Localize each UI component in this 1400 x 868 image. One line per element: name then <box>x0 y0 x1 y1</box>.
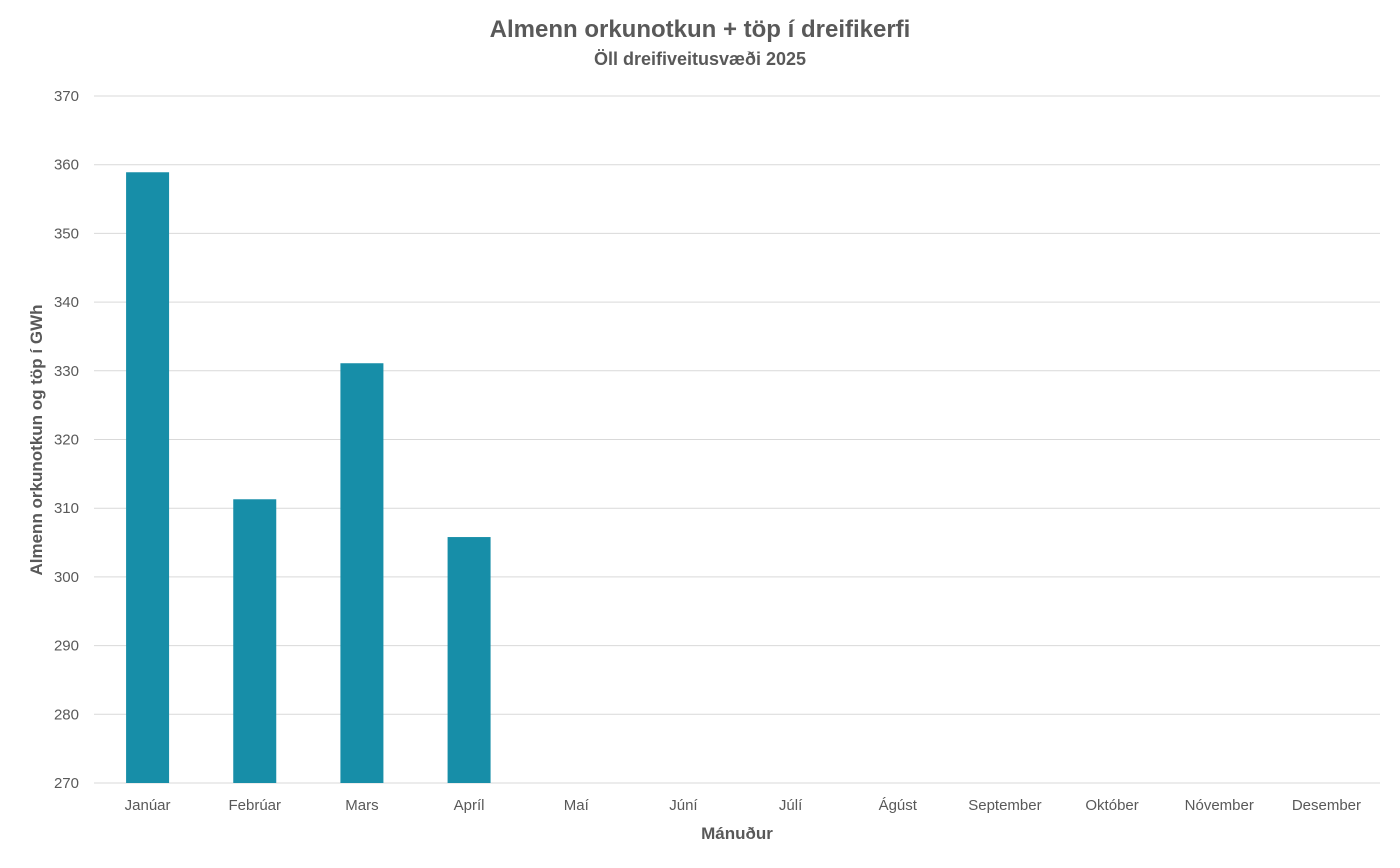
bar-1 <box>233 499 277 783</box>
bars <box>126 172 491 783</box>
y-tick-label: 370 <box>54 88 79 105</box>
y-tick-label: 350 <box>54 225 79 242</box>
x-tick-label: Desember <box>1292 797 1361 814</box>
y-axis-ticks: 270 280 290 300 310 320 330 340 350 360 370 <box>54 88 79 792</box>
y-tick-label: 320 <box>54 432 79 449</box>
y-tick-label: 290 <box>54 638 79 655</box>
y-tick-label: 330 <box>54 363 79 380</box>
y-axis-title: Almenn orkunotkun og töp í GWh <box>27 304 46 575</box>
bar-0 <box>126 172 170 783</box>
x-tick-label: Ágúst <box>879 797 918 814</box>
y-tick-label: 360 <box>54 157 79 174</box>
chart-title: Almenn orkunotkun + töp í dreifikerfi <box>489 16 911 43</box>
chart-subtitle: Öll dreifiveitusvæði 2025 <box>593 49 807 69</box>
x-tick-label: Október <box>1085 797 1138 814</box>
y-tick-label: 280 <box>54 706 79 723</box>
x-tick-label: Apríl <box>454 797 485 814</box>
y-tick-label: 300 <box>54 569 79 586</box>
y-tick-label: 340 <box>54 294 79 311</box>
x-axis-ticks: Janúar Febrúar Mars Apríl Maí Júní Júlí Ágúst Se… <box>125 797 1361 814</box>
x-axis-title: Mánuður <box>701 824 773 843</box>
bar-2 <box>340 363 384 783</box>
bar-3 <box>447 537 491 783</box>
x-tick-label: Júní <box>669 797 698 814</box>
x-tick-label: Mars <box>345 797 378 814</box>
y-tick-label: 310 <box>54 500 79 517</box>
x-tick-label: Janúar <box>125 797 171 814</box>
x-tick-label: Febrúar <box>228 797 281 814</box>
x-tick-label: September <box>968 797 1041 814</box>
gridlines <box>94 95 1380 784</box>
x-tick-label: Júlí <box>779 797 803 814</box>
x-tick-label: Maí <box>564 797 590 814</box>
y-tick-label: 270 <box>54 775 79 792</box>
x-tick-label: Nóvember <box>1185 797 1254 814</box>
